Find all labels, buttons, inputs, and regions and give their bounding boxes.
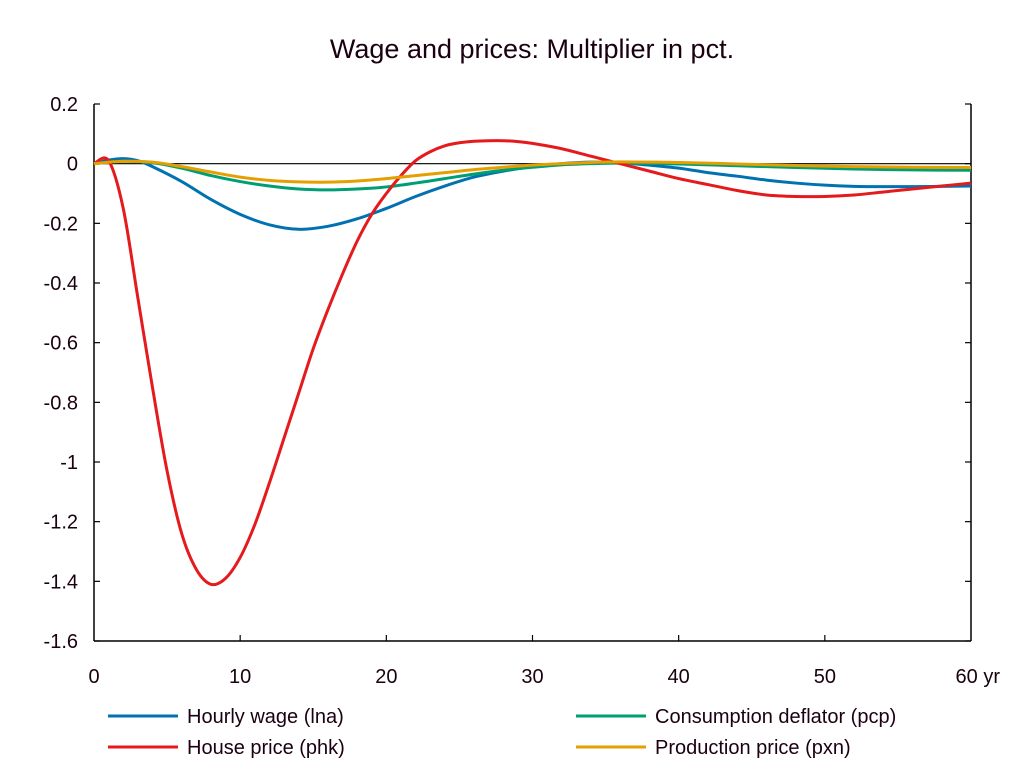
y-tick-label: 0: [67, 154, 78, 176]
legend-label: Consumption deflator (pcp): [655, 706, 896, 728]
y-tick-label: -1.6: [44, 631, 78, 653]
x-tick-label: 40: [668, 666, 690, 688]
series-line-house-price-phk: [93, 139, 972, 587]
y-tick-label: -0.8: [44, 392, 78, 414]
x-tick-label: 50: [814, 666, 836, 688]
x-tick-label: 20: [375, 666, 397, 688]
axes: 0.2 0 -0.2 -0.4 -0.6 -0.8 -1 -1.2 -1.4 -1.6 0 10 20 3…: [44, 94, 1001, 688]
series-line-consumption-deflator-pcp: [93, 159, 972, 192]
legend-item-house-price-phk: House price (phk): [108, 737, 345, 759]
y-tick-label: -1: [60, 452, 78, 474]
legend: Hourly wage (lna) Consumption deflator (p…: [108, 706, 896, 759]
legend-item-consumption-deflator-pcp: Consumption deflator (pcp): [576, 706, 896, 728]
y-tick-label: -1.2: [44, 512, 78, 534]
x-tick-label: 60 yr: [956, 666, 1001, 688]
y-tick-label: 0.2: [50, 94, 78, 116]
x-tick-label: 10: [229, 666, 251, 688]
x-tick-label: 0: [88, 666, 99, 688]
y-tick-label: -0.4: [44, 273, 78, 295]
legend-label: Hourly wage (lna): [187, 706, 344, 728]
series-group: [93, 139, 972, 587]
legend-item-hourly-wage-lna: Hourly wage (lna): [108, 706, 344, 728]
legend-label: House price (phk): [187, 737, 345, 759]
legend-item-production-price-pxn: Production price (pxn): [576, 737, 851, 759]
y-tick-label: -1.4: [44, 571, 78, 593]
x-tick-label: 30: [521, 666, 543, 688]
y-tick-label: -0.6: [44, 333, 78, 355]
series-line-production-price-pxn: [93, 159, 972, 184]
chart-title: Wage and prices: Multiplier in pct.: [330, 34, 734, 64]
y-tick-label: -0.2: [44, 213, 78, 235]
legend-label: Production price (pxn): [655, 737, 851, 759]
